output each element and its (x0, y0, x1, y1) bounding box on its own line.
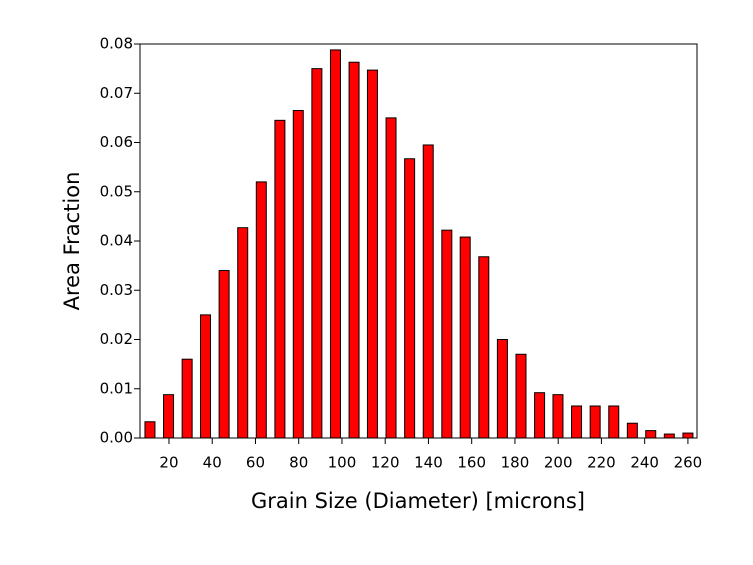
bar (200, 314, 212, 439)
bar (274, 119, 286, 439)
y-tick-label: 0.01 (100, 379, 133, 397)
y-tick-label: 0.08 (100, 35, 133, 53)
bar (329, 49, 341, 439)
bar (348, 61, 360, 439)
bar (663, 433, 675, 439)
bar (311, 68, 323, 439)
x-tick-label: 120 (371, 454, 400, 472)
bar (181, 358, 193, 439)
x-tick-label: 20 (159, 454, 178, 472)
y-axis-label: Area Fraction (60, 172, 84, 311)
y-tick-label: 0.06 (100, 133, 133, 151)
x-tick-label: 160 (457, 454, 486, 472)
bar (478, 256, 490, 439)
bar (682, 432, 694, 439)
bar (589, 405, 601, 439)
y-tick-label: 0.04 (100, 232, 133, 250)
y-tick-label: 0.00 (100, 429, 133, 447)
bar (366, 69, 378, 439)
x-tick-label: 220 (587, 454, 616, 472)
bar (552, 394, 564, 439)
bar (496, 339, 508, 439)
bar (422, 144, 434, 439)
bar (163, 394, 175, 439)
y-tick-label: 0.07 (100, 84, 133, 102)
bar (608, 405, 620, 439)
bar (571, 405, 583, 439)
bar (237, 227, 249, 439)
bar (459, 236, 471, 439)
x-tick-label: 100 (328, 454, 357, 472)
bar (292, 109, 304, 439)
x-axis-label: Grain Size (Diameter) [microns] (251, 489, 585, 513)
x-tick-label: 180 (501, 454, 530, 472)
bar (441, 229, 453, 439)
y-tick-label: 0.03 (100, 281, 133, 299)
bar (218, 270, 230, 439)
x-tick-label: 40 (203, 454, 222, 472)
x-tick-label: 80 (289, 454, 308, 472)
bar (255, 181, 267, 439)
bar (645, 430, 657, 439)
bar (515, 353, 527, 439)
bar (385, 117, 397, 439)
x-tick-label: 260 (674, 454, 703, 472)
y-tick-label: 0.05 (100, 182, 133, 200)
bar (404, 158, 416, 439)
x-tick-label: 200 (544, 454, 573, 472)
x-tick-label: 240 (630, 454, 659, 472)
x-tick-label: 60 (246, 454, 265, 472)
bar (534, 392, 546, 439)
y-tick-label: 0.02 (100, 330, 133, 348)
bar (144, 421, 156, 439)
x-tick-label: 140 (414, 454, 443, 472)
bar (626, 422, 638, 439)
